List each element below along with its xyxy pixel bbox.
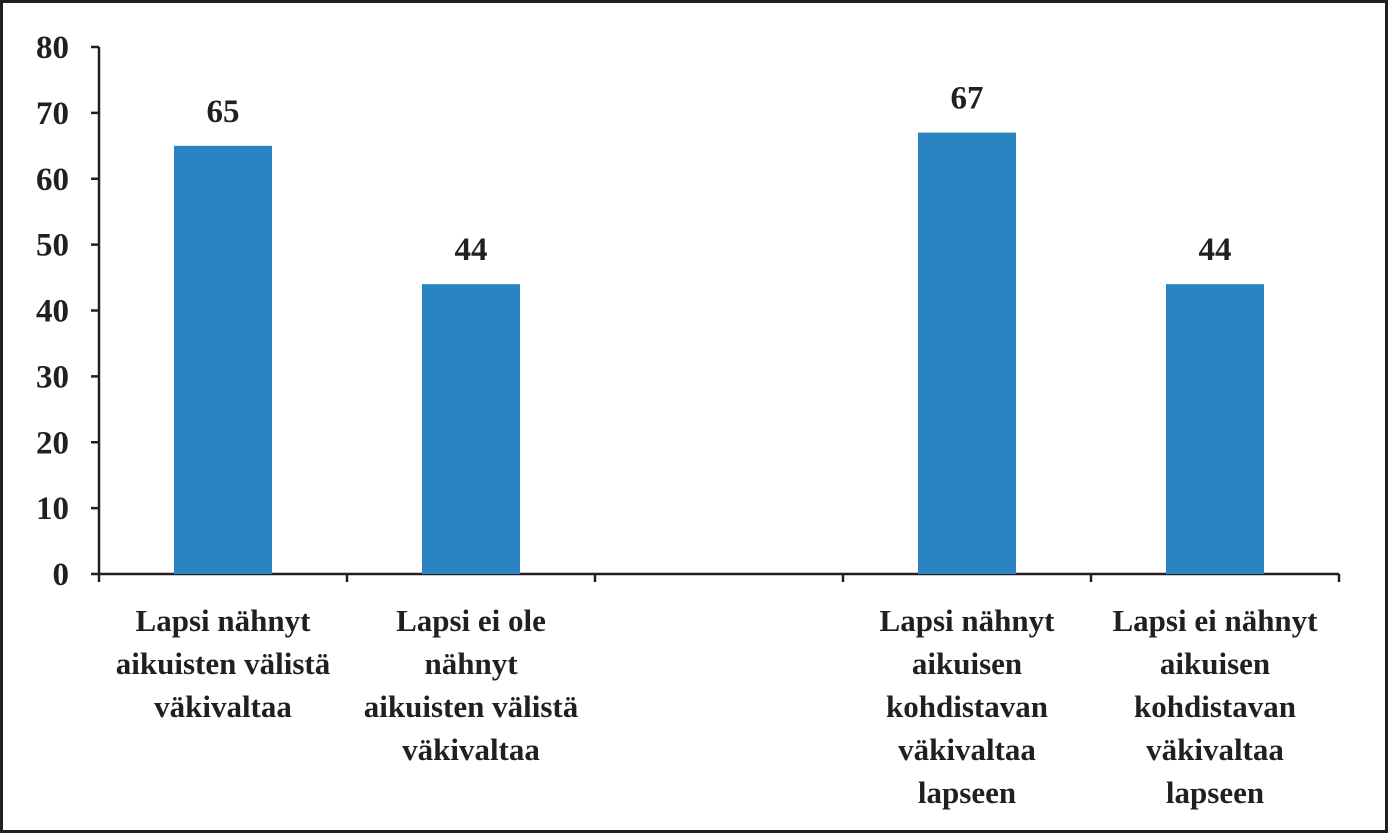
data-label: 44 bbox=[1199, 232, 1232, 268]
bar-chart: 0 10 20 30 40 50 60 70 80 65 Lapsi nähnyt aikuisten… bbox=[36, 30, 1341, 810]
category-label: aikuisen bbox=[912, 646, 1022, 681]
category-label: Lapsi ei ole bbox=[396, 603, 546, 638]
data-label: 67 bbox=[951, 81, 984, 117]
category-label: väkivaltaa bbox=[898, 732, 1036, 767]
category-label: lapseen bbox=[918, 775, 1016, 810]
y-tick-label: 0 bbox=[53, 557, 70, 593]
bar bbox=[918, 132, 1016, 574]
data-label: 44 bbox=[455, 232, 488, 268]
y-tick-label: 80 bbox=[36, 30, 69, 66]
category-label: lapseen bbox=[1166, 775, 1264, 810]
category-label: väkivaltaa bbox=[402, 732, 540, 767]
bar bbox=[174, 145, 272, 574]
y-tick-label: 20 bbox=[36, 425, 69, 461]
y-tick-label: 40 bbox=[36, 294, 69, 330]
category-label: aikuisten välistä bbox=[364, 689, 579, 724]
category-label: kohdistavan bbox=[1134, 689, 1296, 724]
y-tick-label: 50 bbox=[36, 228, 69, 264]
category-label: väkivaltaa bbox=[154, 689, 292, 724]
category-label: kohdistavan bbox=[886, 689, 1048, 724]
category-label: Lapsi nähnyt bbox=[136, 603, 312, 638]
y-tick-label: 70 bbox=[36, 96, 69, 132]
y-tick-label: 10 bbox=[36, 491, 69, 527]
bar bbox=[1166, 284, 1264, 574]
bar bbox=[422, 284, 520, 574]
category-label: aikuisen bbox=[1160, 646, 1270, 681]
y-tick-label: 30 bbox=[36, 359, 69, 395]
category-label: Lapsi ei nähnyt bbox=[1112, 603, 1318, 638]
y-tick-label: 60 bbox=[36, 162, 69, 198]
category-label: väkivaltaa bbox=[1146, 732, 1284, 767]
category-label: aikuisten välistä bbox=[116, 646, 331, 681]
data-label: 65 bbox=[207, 94, 240, 130]
category-label: nähnyt bbox=[424, 646, 518, 681]
category-label: Lapsi nähnyt bbox=[880, 603, 1056, 638]
